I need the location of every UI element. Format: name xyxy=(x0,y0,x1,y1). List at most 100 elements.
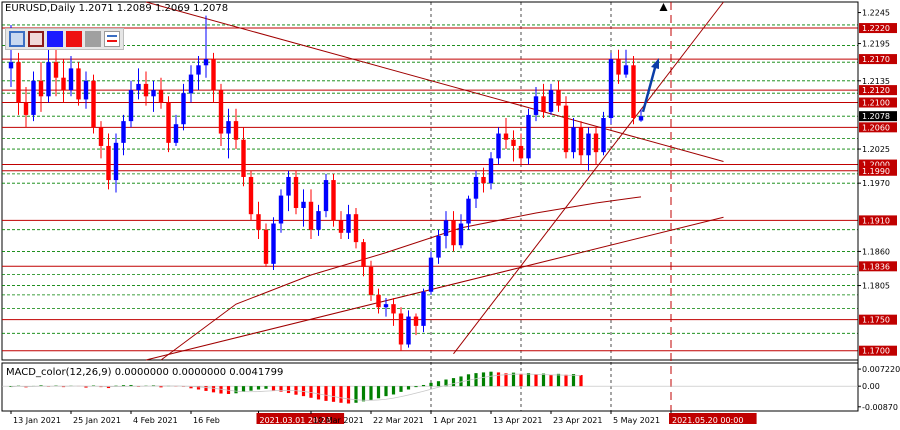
macd-histogram-bar xyxy=(316,386,321,400)
macd-histogram-bar xyxy=(369,386,373,400)
time-tick-label: 2021.03.01 20:28 xyxy=(260,416,331,425)
candle-body xyxy=(68,68,74,91)
price-tick-label: 1.2245 xyxy=(862,9,890,18)
candle-body xyxy=(608,59,614,119)
macd-tick-label: -0.00870 xyxy=(862,403,898,412)
rect-blue-outline-tool[interactable] xyxy=(9,31,25,47)
candle-body xyxy=(226,121,231,134)
macd-histogram-bar xyxy=(114,385,118,387)
rect-blue-fill-tool[interactable] xyxy=(47,31,63,47)
candle-body xyxy=(518,145,524,159)
macd-histogram-bar xyxy=(451,378,456,387)
macd-histogram-bar xyxy=(541,373,546,387)
macd-histogram-bar xyxy=(324,386,328,401)
macd-tick-label: 0.00 xyxy=(862,382,880,391)
candle-body xyxy=(458,223,464,246)
candle-body xyxy=(473,176,479,199)
macd-histogram-bar xyxy=(256,386,261,390)
price-level-tag-label: 1.2100 xyxy=(862,99,890,108)
candle-body xyxy=(526,114,531,159)
macd-histogram-bar xyxy=(286,386,291,394)
price-level-tag-label: 1.2220 xyxy=(862,24,890,33)
candle-body xyxy=(143,83,149,97)
macd-histogram-bar xyxy=(264,386,268,389)
macd-histogram-bar xyxy=(399,386,403,392)
candle-body xyxy=(61,77,66,91)
macd-histogram-bar xyxy=(436,381,441,387)
price-pane xyxy=(1,1,859,361)
candle-body xyxy=(533,96,539,115)
macd-histogram-bar xyxy=(159,386,163,388)
symbol-label: EURUSD,Daily xyxy=(5,3,76,14)
candle-body xyxy=(203,59,209,66)
candle-body xyxy=(16,62,21,103)
time-tick-label: 25 Jan 2021 xyxy=(73,416,121,425)
candle-body xyxy=(488,158,494,184)
price-level-tag-label: 1.1700 xyxy=(862,347,890,356)
candle-body xyxy=(316,211,321,230)
candle-body xyxy=(346,214,351,233)
candle-body xyxy=(188,74,194,94)
candle-body xyxy=(331,180,336,221)
macd-histogram-bar xyxy=(211,386,216,393)
candle-body xyxy=(53,62,59,78)
macd-histogram-bar xyxy=(271,386,276,391)
candle-body xyxy=(23,102,29,115)
trendline xyxy=(145,216,724,361)
candle-body xyxy=(136,83,141,91)
drawing-toolbar xyxy=(5,28,124,50)
macd-histogram-bar xyxy=(234,386,238,394)
candle-body xyxy=(151,90,156,97)
macd-pane xyxy=(1,362,859,412)
candle-body xyxy=(593,133,599,153)
candle-body xyxy=(278,195,284,224)
lines-style-tool[interactable] xyxy=(104,31,120,47)
macd-histogram-bar xyxy=(84,386,88,388)
macd-histogram-bar xyxy=(61,386,66,388)
candle-body xyxy=(31,80,36,115)
time-tick-label: 13 Apr 2021 xyxy=(493,416,542,425)
candle-body xyxy=(376,294,381,308)
macd-histogram-bar xyxy=(361,386,366,402)
candle-body xyxy=(631,65,636,119)
shift-end-marker-icon xyxy=(659,3,668,11)
macd-histogram-bar xyxy=(571,374,576,387)
price-level-tag xyxy=(859,54,897,65)
current-price-tag xyxy=(859,111,897,122)
candle-body xyxy=(563,105,569,153)
candle-body xyxy=(98,127,104,146)
macd-histogram-bar xyxy=(481,372,486,387)
macd-signal-line xyxy=(10,373,582,401)
price-level-tag xyxy=(859,97,897,108)
candle-body xyxy=(263,229,269,264)
rect-red-fill-tool[interactable] xyxy=(66,31,82,47)
macd-histogram-bar xyxy=(196,386,201,390)
time-tick-label: 13 Jan 2021 xyxy=(13,416,61,425)
macd-histogram-bar xyxy=(511,372,516,387)
candle-body xyxy=(113,142,119,181)
price-level-tag-label: 1.2000 xyxy=(862,161,890,170)
candle-body xyxy=(271,223,276,264)
time-highlight-tag xyxy=(669,413,757,424)
candle-body xyxy=(398,313,404,345)
candle-body xyxy=(308,201,314,230)
time-tick-label: 22 Mar 2021 xyxy=(373,416,424,425)
time-tick-label: 16 Feb xyxy=(193,416,220,425)
ohlc-values: 1.2071 1.2089 1.2069 1.2078 xyxy=(78,3,229,14)
rect-red-outline-tool[interactable] xyxy=(28,31,44,47)
candle-body xyxy=(196,65,201,75)
candle-body xyxy=(421,291,426,326)
macd-histogram-bar xyxy=(204,386,208,391)
macd-histogram-bar xyxy=(309,386,313,398)
price-level-tag xyxy=(859,85,897,96)
macd-histogram-bar xyxy=(429,382,433,387)
macd-histogram-bar xyxy=(519,373,523,387)
candle-body xyxy=(368,266,374,295)
candle-body xyxy=(248,176,254,215)
candle-body xyxy=(451,220,456,246)
rect-gray-fill-tool[interactable] xyxy=(85,31,101,47)
time-tick-label: 5 May 2021 xyxy=(613,416,660,425)
price-level-tag xyxy=(859,165,897,176)
candle-body xyxy=(158,90,164,103)
